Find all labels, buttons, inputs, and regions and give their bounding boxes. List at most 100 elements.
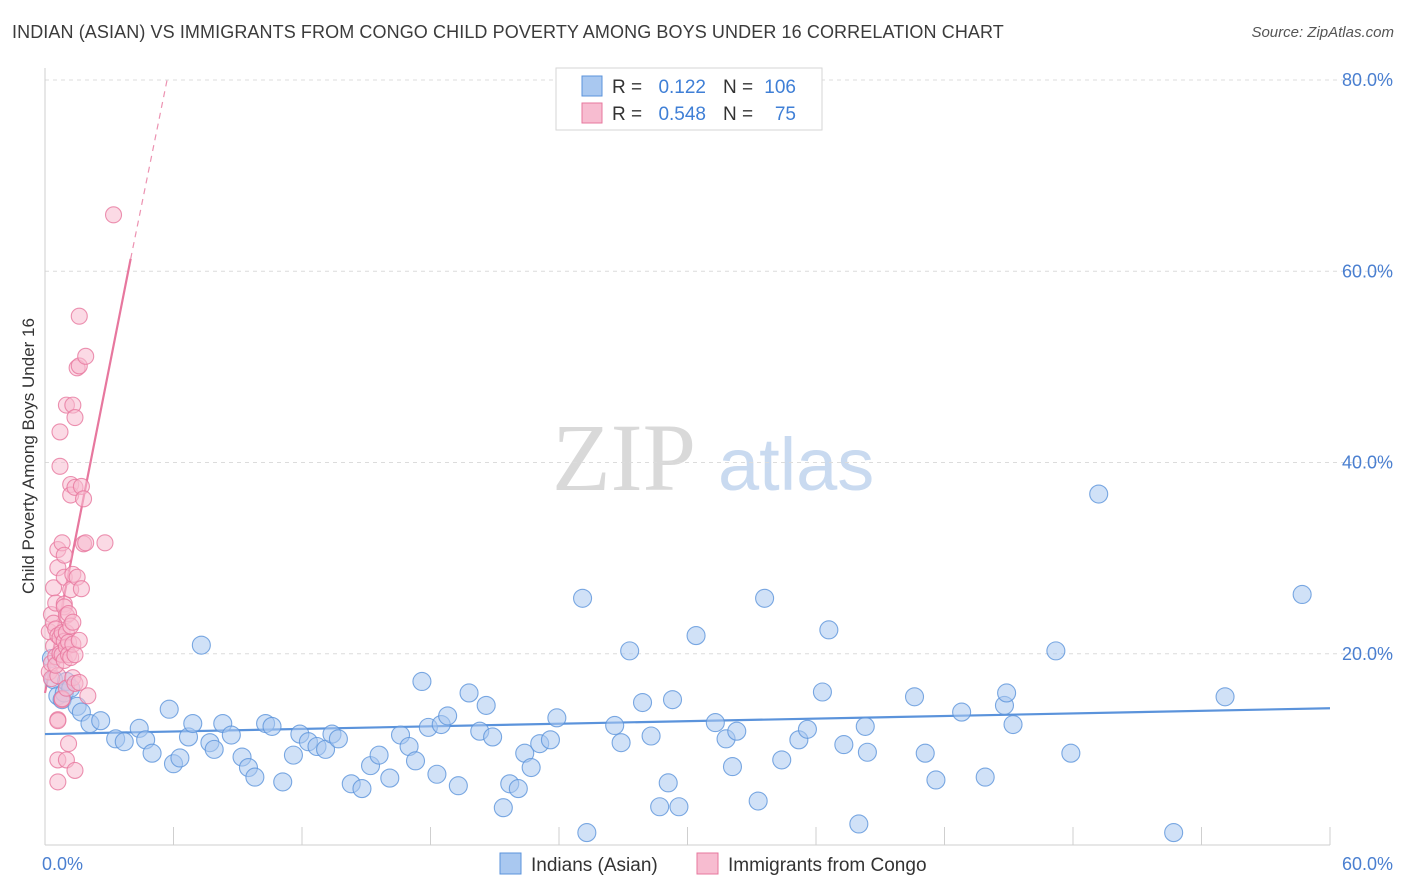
point-indians	[952, 702, 972, 722]
source-credit: Source: ZipAtlas.com	[1251, 24, 1394, 41]
point-indians	[547, 708, 567, 728]
point-indians	[1046, 641, 1066, 661]
bottom-legend-label-congo: Immigrants from Congo	[728, 855, 927, 876]
point-indians	[221, 725, 241, 745]
point-indians	[369, 745, 389, 765]
trend-line-congo-extension	[130, 79, 168, 259]
point-congo	[96, 534, 114, 552]
point-indians	[412, 671, 432, 692]
point-indians	[727, 721, 747, 741]
bottom-legend: Indians (Asian) Immigrants from Congo	[499, 852, 927, 876]
x-tick-label: 60.0%	[1342, 854, 1393, 874]
point-indians	[476, 695, 496, 715]
point-indians	[91, 711, 111, 731]
legend-r-label-congo: R =	[612, 104, 642, 125]
point-indians	[159, 699, 179, 719]
watermark: ZIP atlas	[552, 404, 874, 511]
point-indians	[669, 797, 689, 817]
point-indians	[632, 692, 653, 713]
watermark-atlas: atlas	[718, 423, 874, 506]
point-indians	[142, 743, 162, 763]
point-indians	[170, 748, 190, 768]
legend-n-value-indians: 106	[764, 77, 796, 98]
point-indians	[183, 714, 203, 734]
bottom-legend-swatch-indians	[499, 852, 522, 875]
point-congo	[51, 423, 69, 441]
bottom-legend-label-indians: Indians (Asian)	[531, 855, 658, 876]
point-indians	[797, 719, 817, 739]
point-congo	[49, 773, 67, 791]
point-indians	[459, 683, 479, 703]
point-indians	[540, 730, 560, 750]
point-indians	[705, 713, 725, 733]
legend-box: R = 0.122 N = 106 R = 0.548 N = 75	[555, 67, 823, 131]
watermark-zip: ZIP	[552, 404, 696, 511]
point-indians	[427, 764, 447, 784]
point-indians	[508, 779, 528, 799]
point-indians	[812, 682, 832, 702]
point-indians	[975, 767, 995, 787]
point-indians	[834, 735, 854, 755]
point-indians	[1164, 823, 1184, 843]
y-axis-title: Child Poverty Among Boys Under 16	[19, 318, 38, 594]
point-indians	[521, 757, 541, 778]
point-indians	[662, 690, 683, 710]
point-congo	[55, 546, 73, 564]
point-congo	[66, 761, 84, 779]
x-tick-label: 0.0%	[42, 854, 83, 874]
point-congo	[51, 457, 69, 475]
point-indians	[577, 823, 597, 843]
point-indians	[448, 776, 468, 796]
point-indians	[722, 757, 743, 777]
point-indians	[283, 745, 303, 765]
point-indians	[855, 716, 875, 736]
point-congo	[77, 534, 95, 552]
point-indians	[262, 716, 282, 736]
point-congo	[70, 307, 88, 325]
point-congo	[64, 613, 82, 631]
point-indians	[620, 641, 640, 661]
y-tick-label: 20.0%	[1342, 644, 1393, 664]
legend-swatch-congo	[581, 102, 603, 124]
point-indians	[819, 620, 839, 640]
point-indians	[926, 770, 946, 790]
point-indians	[1003, 714, 1023, 735]
legend-r-value-congo: 0.548	[658, 104, 706, 125]
point-congo	[70, 631, 88, 649]
grid-lines	[45, 79, 1392, 655]
point-congo	[49, 712, 67, 730]
point-congo	[66, 646, 84, 664]
point-indians	[904, 687, 925, 707]
legend-r-label-indians: R =	[612, 77, 642, 98]
scatter-points	[40, 206, 1312, 843]
y-tick-label: 60.0%	[1342, 261, 1393, 281]
point-indians	[1292, 584, 1312, 605]
point-indians	[1215, 687, 1235, 707]
point-indians	[915, 743, 935, 763]
point-indians	[748, 791, 768, 811]
point-indians	[650, 797, 670, 817]
point-congo	[66, 409, 84, 427]
point-indians	[114, 732, 134, 752]
point-indians	[658, 773, 678, 793]
point-indians	[755, 588, 775, 608]
point-indians	[1089, 484, 1109, 504]
point-indians	[772, 750, 792, 770]
point-indians	[204, 739, 224, 759]
point-indians	[245, 767, 265, 787]
point-indians	[493, 798, 513, 818]
legend-n-label-indians: N =	[723, 77, 753, 98]
tick-labels: 20.0% 40.0% 60.0% 80.0% 0.0% 60.0%	[42, 70, 1393, 874]
y-tick-label: 80.0%	[1342, 70, 1393, 90]
point-congo	[75, 490, 93, 508]
point-indians	[438, 706, 458, 726]
point-congo	[77, 347, 95, 365]
point-indians	[997, 683, 1017, 703]
point-indians	[273, 772, 293, 792]
point-congo	[104, 206, 123, 224]
point-indians	[573, 588, 593, 608]
point-indians	[328, 729, 348, 749]
legend-r-value-indians: 0.122	[658, 77, 706, 98]
point-indians	[611, 733, 631, 753]
